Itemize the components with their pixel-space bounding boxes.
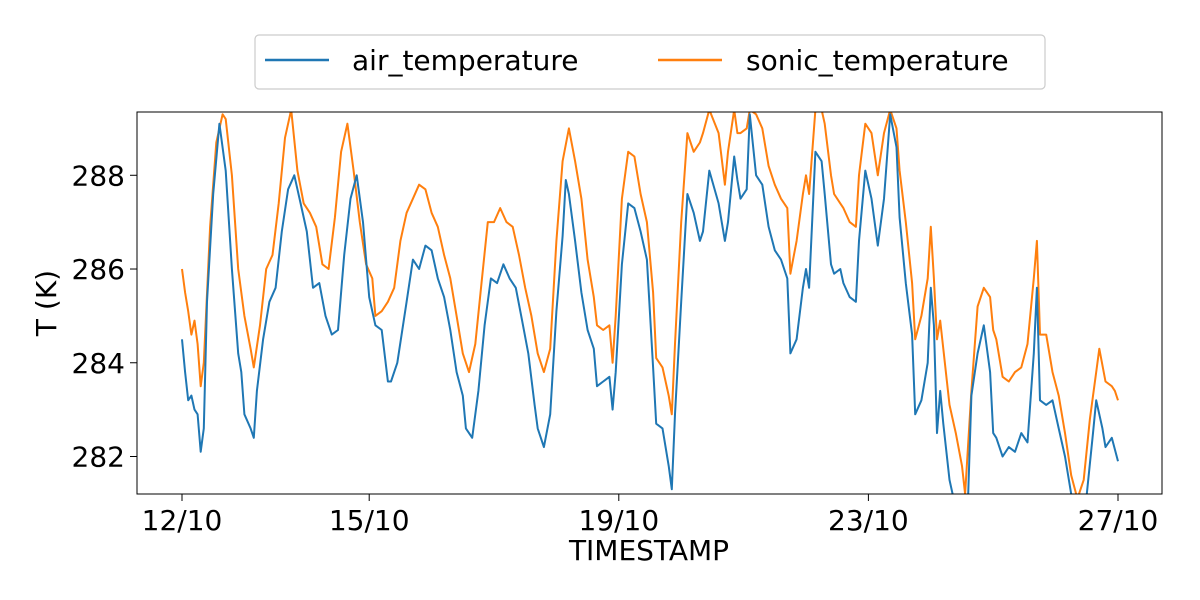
x-tick-label: 19/10 xyxy=(578,504,659,537)
legend-label-air-temperature: air_temperature xyxy=(352,44,578,77)
plot-frame xyxy=(136,111,1163,495)
x-tick-label: 27/10 xyxy=(1078,504,1159,537)
legend-box xyxy=(254,34,1046,90)
legend: air_temperature sonic_temperature xyxy=(254,34,1046,90)
y-tick-label: 288 xyxy=(72,159,125,192)
legend-label-sonic-temperature: sonic_temperature xyxy=(746,44,1009,77)
x-tick-label: 23/10 xyxy=(828,504,909,537)
series-line-sonic-temperature xyxy=(181,112,1119,494)
x-tick-label: 15/10 xyxy=(329,504,410,537)
y-axis-ticks: 282 284 286 288 xyxy=(72,159,137,474)
y-tick-label: 286 xyxy=(72,253,125,286)
y-tick-label: 282 xyxy=(72,441,125,474)
series-line-air-temperature xyxy=(181,113,1119,494)
y-axis-label: T (K) xyxy=(30,270,63,337)
x-axis-ticks: 12/10 15/10 19/10 23/10 27/10 xyxy=(142,494,1159,537)
x-tick-label: 12/10 xyxy=(142,504,223,537)
x-axis-label: TIMESTAMP xyxy=(568,534,729,567)
y-tick-label: 284 xyxy=(72,347,125,380)
